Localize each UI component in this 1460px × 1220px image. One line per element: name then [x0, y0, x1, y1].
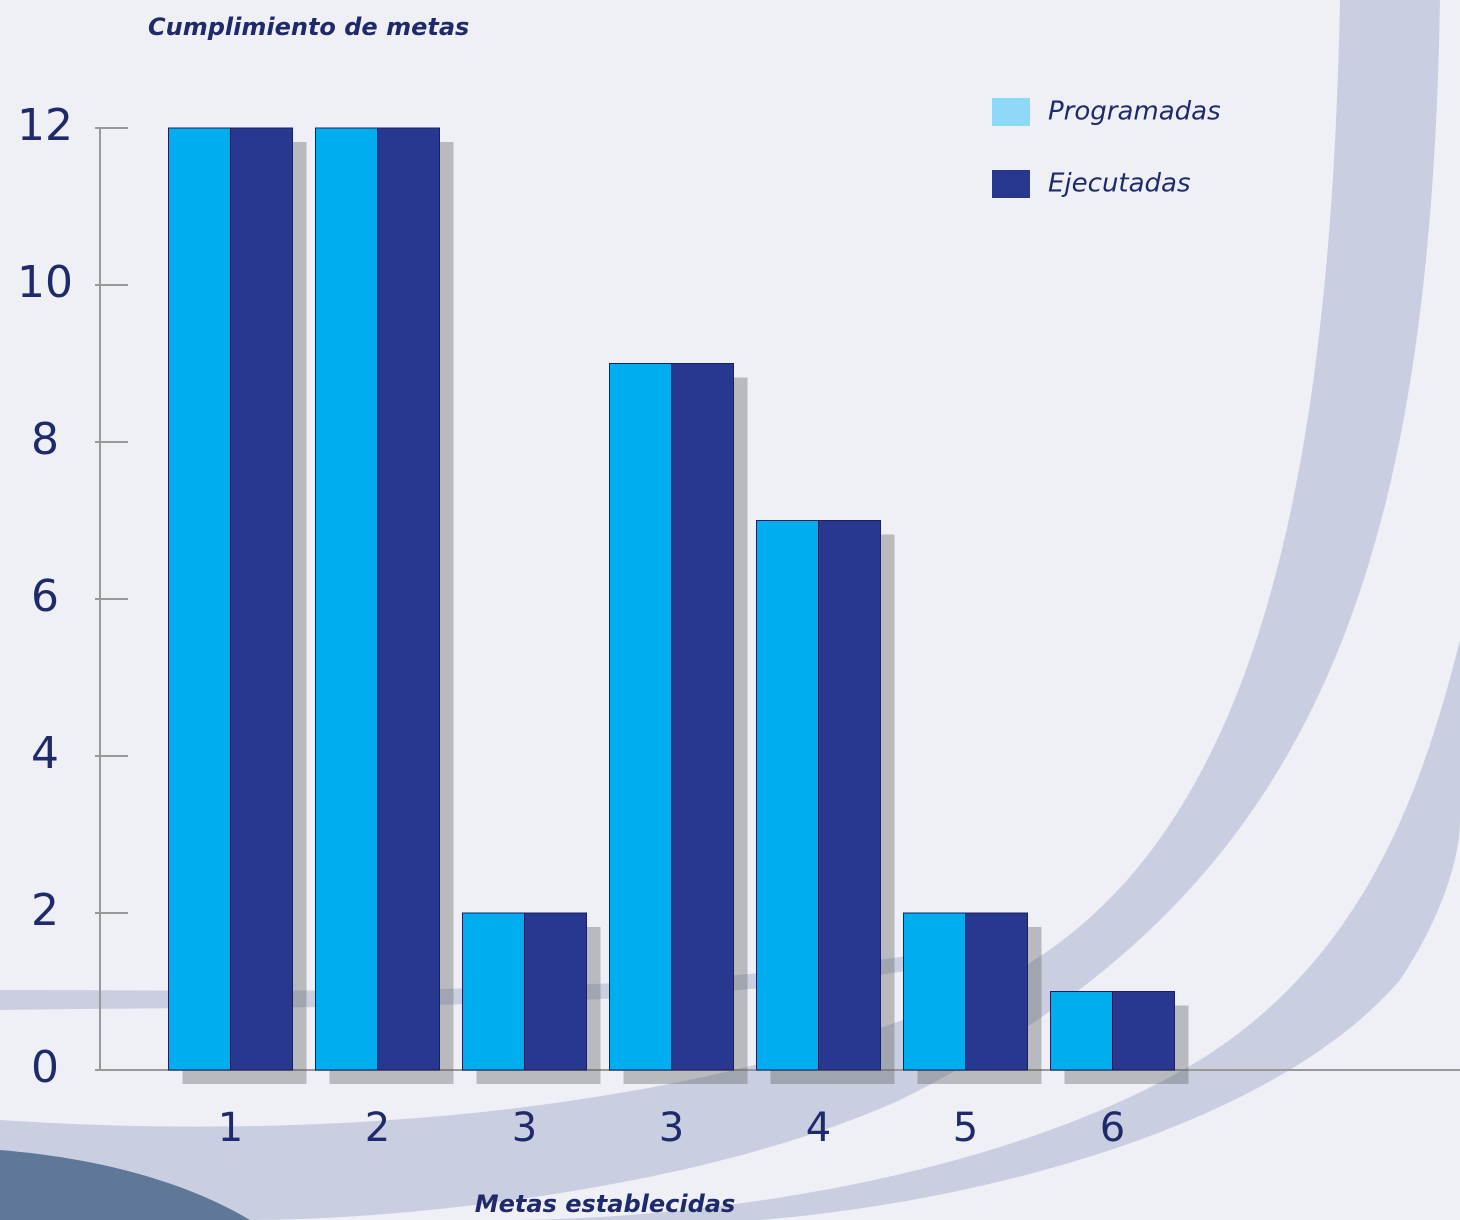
x-tick-label: 3 — [512, 1105, 537, 1151]
x-tick-label: 3 — [659, 1105, 684, 1151]
bar — [230, 127, 293, 1071]
x-tick-label: 5 — [953, 1105, 978, 1151]
bar — [903, 912, 966, 1071]
bar — [609, 363, 672, 1071]
x-tick-label: 2 — [365, 1105, 390, 1151]
bar — [1112, 991, 1175, 1071]
bar — [168, 127, 231, 1071]
y-tick-label: 6 — [31, 571, 59, 622]
legend-label: Ejecutadas — [1048, 169, 1191, 199]
y-tick-label: 8 — [31, 414, 59, 465]
y-tick-label: 4 — [31, 728, 59, 779]
bar — [315, 127, 378, 1071]
bar — [462, 912, 525, 1071]
bar — [965, 912, 1028, 1071]
chart-title: Cumplimiento de metas — [148, 13, 469, 41]
bar — [671, 363, 734, 1071]
x-tick-label: 4 — [806, 1105, 831, 1151]
x-tick-label: 6 — [1100, 1105, 1125, 1151]
bar — [377, 127, 440, 1071]
y-tick-label: 10 — [17, 257, 73, 308]
bar — [818, 520, 881, 1071]
bar — [1050, 991, 1113, 1071]
x-tick-label: 1 — [218, 1105, 243, 1151]
y-tick-label: 2 — [31, 885, 59, 936]
bar — [524, 912, 587, 1071]
legend-swatch — [992, 170, 1030, 198]
x-axis-label: Metas establecidas — [475, 1190, 736, 1218]
bar — [756, 520, 819, 1071]
y-tick-label: 12 — [17, 100, 73, 151]
legend-label: Programadas — [1048, 97, 1221, 127]
y-tick-label: 0 — [31, 1042, 59, 1093]
legend-swatch — [992, 98, 1030, 126]
